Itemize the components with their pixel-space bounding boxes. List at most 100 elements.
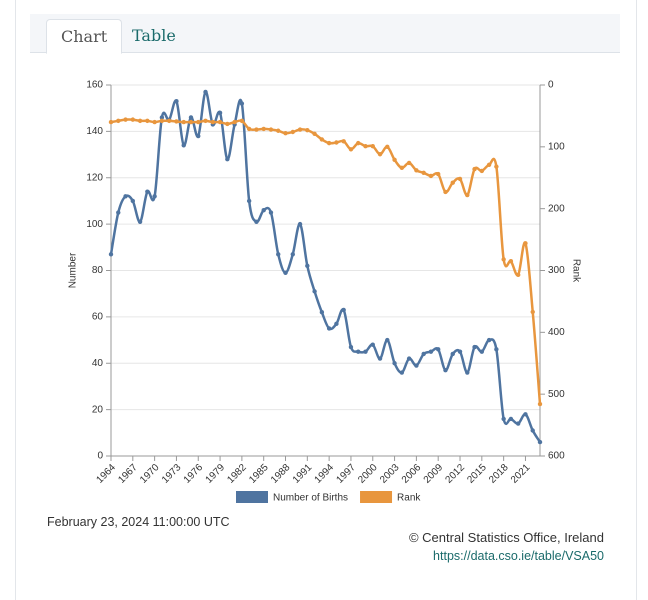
data-point [523,241,528,246]
data-point [501,416,506,422]
data-point [479,349,485,354]
data-point [210,119,215,125]
data-point [232,119,237,125]
data-point [174,99,179,104]
data-point [377,152,383,157]
data-point [479,168,485,174]
data-point [203,89,208,95]
data-point [145,118,150,124]
data-point [254,219,259,225]
data-point [399,165,405,171]
data-point [370,342,375,347]
data-point [283,270,288,276]
data-point [261,208,266,213]
legend-swatch [360,491,393,503]
data-point [356,349,361,354]
x-tick-label: 1988 [269,462,293,486]
x-tick-label: 2000 [356,462,380,486]
legend-label: Number of Births [273,493,348,504]
y2-tick-label: 500 [548,389,565,400]
data-point [188,119,194,125]
data-point [334,140,339,145]
data-point [123,194,128,199]
y-tick-label: 80 [92,265,104,276]
data-point [486,162,492,167]
data-point [399,370,405,375]
data-point [385,144,390,150]
data-point [348,344,354,350]
x-tick-label: 1991 [291,462,315,486]
data-point [486,337,492,343]
data-point [108,252,114,257]
legend-label: Rank [397,493,421,504]
source: © Central Statistics Office, Ireland [408,530,604,545]
y2-axis-title: Rank [570,259,581,283]
data-point [494,164,499,169]
y-tick-label: 140 [86,126,103,137]
data-point [108,119,114,125]
data-point [196,119,201,125]
data-point [457,176,463,182]
data-point [508,416,514,422]
y2-tick-label: 300 [548,265,565,276]
x-tick-label: 1994 [313,462,337,486]
data-point [406,356,412,361]
data-point [436,347,441,352]
data-point [268,210,274,215]
data-point [414,168,419,173]
data-point [116,118,121,124]
x-tick-label: 1985 [247,462,271,486]
data-point [116,210,121,215]
data-point [515,421,521,426]
y-tick-label: 120 [86,172,103,183]
data-point [326,140,332,146]
data-point [428,173,434,179]
tab[interactable]: Chart [46,19,123,54]
y-tick-label: 160 [86,80,103,91]
y-axis-title: Number [68,252,79,288]
data-point [188,115,194,120]
y2-tick-label: 600 [548,451,565,462]
data-point [326,326,332,331]
x-tick-label: 2018 [487,462,511,486]
data-point [217,110,223,116]
panel [15,0,637,600]
data-point [341,307,346,313]
data-point [297,221,303,227]
data-point [268,127,274,132]
data-point [312,131,317,137]
data-point [421,170,426,176]
data-point [537,439,543,445]
x-tick-label: 2006 [400,462,424,486]
x-tick-label: 2012 [443,462,467,486]
tab[interactable]: Table [132,26,176,45]
data-point [181,119,186,125]
data-point [341,139,346,144]
x-tick-label: 1964 [94,462,118,486]
data-point [436,171,441,177]
y2-tick-label: 0 [548,80,554,91]
y-tick-label: 60 [92,312,104,323]
data-point [537,401,543,407]
data-point [370,144,375,149]
data-point [530,428,535,433]
data-point [225,121,230,127]
data-point [276,128,281,133]
data-point [196,133,201,139]
x-tick-label: 2003 [378,462,402,486]
data-point [334,321,339,327]
source-link[interactable]: https://data.cso.ie/table/VSA50 [433,549,604,563]
data-point [494,347,499,352]
tab-bar: Chart Table [30,14,620,54]
data-point [246,126,252,132]
data-point [414,363,419,368]
x-tick-label: 2021 [509,462,533,486]
timestamp: February 23, 2024 11:00:00 UTC [47,515,230,529]
x-tick-label: 1982 [225,462,249,486]
data-point [392,361,397,366]
data-point [137,118,143,124]
data-point [392,157,397,163]
data-point [465,370,470,375]
